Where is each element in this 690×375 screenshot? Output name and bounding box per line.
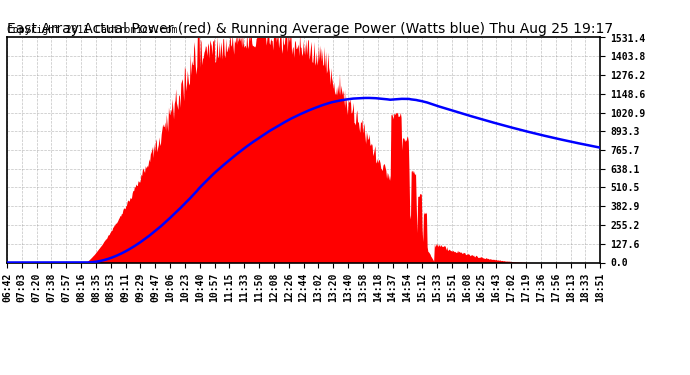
Text: East Array Actual Power (red) & Running Average Power (Watts blue) Thu Aug 25 19: East Array Actual Power (red) & Running …: [7, 22, 613, 36]
Text: Copyright 2011 Cartronics.com: Copyright 2011 Cartronics.com: [7, 25, 177, 35]
